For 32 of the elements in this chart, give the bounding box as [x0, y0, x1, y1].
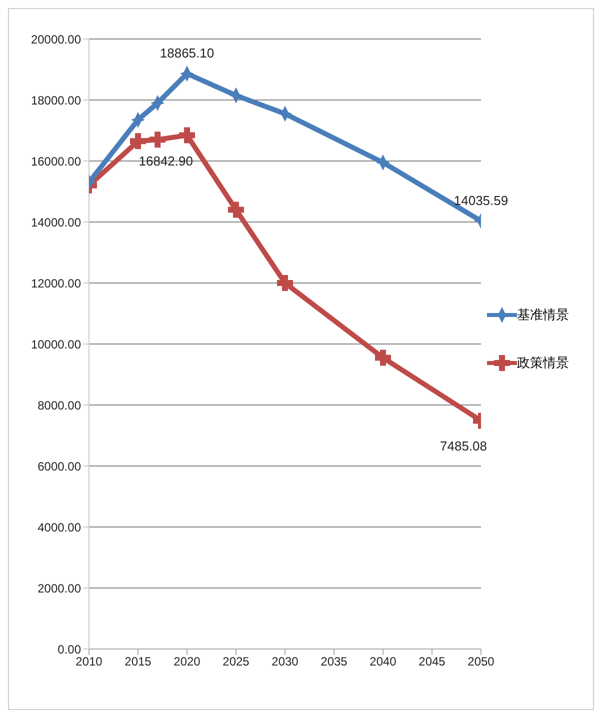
point — [228, 202, 244, 218]
x-tick-label: 2030 — [272, 654, 299, 669]
y-tick-label: 10000.00 — [30, 337, 82, 352]
y-tick-label: 12000.00 — [30, 276, 82, 290]
x-tick-label: 2010 — [76, 654, 103, 669]
x-tick-label: 2020 — [174, 654, 201, 669]
x-tick-label: 2035 — [320, 654, 348, 669]
y-tick-label: 6000.00 — [38, 459, 82, 474]
y-tick-label: 20000.00 — [30, 32, 82, 46]
y-tick-label: 4000.00 — [38, 520, 82, 534]
data-label: 14035.59 — [454, 192, 508, 208]
x-tick-label: 2050 — [468, 654, 495, 669]
x-tick-label: 2015 — [124, 654, 152, 669]
x-tick-label: 2040 — [370, 654, 397, 669]
y-tick-label: 14000.00 — [30, 215, 82, 230]
y-tick-label: 8000.00 — [38, 398, 82, 412]
data-label: 7485.08 — [440, 438, 487, 454]
x-tick-label: 2025 — [222, 654, 250, 669]
point — [150, 132, 166, 148]
point — [179, 127, 195, 144]
point — [277, 275, 293, 291]
y-tick-label: 2000.00 — [38, 581, 82, 596]
y-tick-label: 16000.00 — [30, 154, 82, 168]
point — [130, 133, 146, 150]
y-tick-label: 0.00 — [58, 642, 82, 656]
data-label: 18865.10 — [160, 46, 214, 61]
point — [375, 350, 391, 366]
legend-label: 基准情景 — [517, 306, 569, 324]
data-label: 16842.90 — [138, 153, 193, 168]
y-tick-label: 18000.00 — [30, 93, 82, 108]
legend-label: 政策情景 — [517, 354, 569, 372]
x-tick-label: 2045 — [418, 654, 446, 669]
